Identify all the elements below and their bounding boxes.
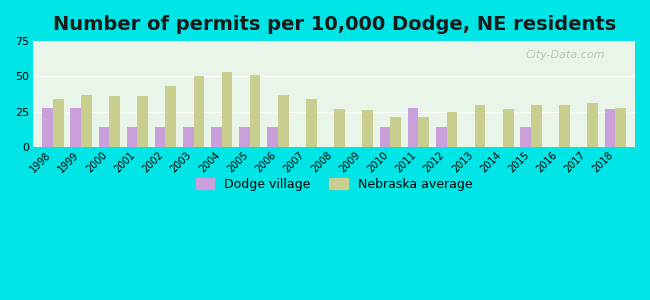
Bar (587, 103, 598, 147)
Bar (239, 127, 250, 147)
Bar (419, 117, 429, 147)
Bar (604, 109, 616, 147)
Title: Number of permits per 10,000 Dodge, NE residents: Number of permits per 10,000 Dodge, NE r… (53, 15, 616, 34)
Bar (267, 127, 278, 147)
Bar (531, 105, 541, 147)
Bar (436, 127, 447, 147)
Bar (194, 76, 204, 147)
Bar (183, 127, 194, 147)
Legend: Dodge village, Nebraska average: Dodge village, Nebraska average (190, 173, 478, 196)
Bar (380, 127, 391, 147)
Bar (278, 95, 289, 147)
Bar (250, 75, 261, 147)
Bar (222, 72, 232, 147)
Bar (53, 99, 64, 147)
Bar (391, 117, 401, 147)
Bar (503, 109, 514, 147)
Bar (362, 110, 373, 147)
Bar (447, 112, 458, 147)
Text: City-Data.com: City-Data.com (525, 50, 605, 60)
Bar (137, 96, 148, 147)
Bar (520, 127, 531, 147)
Bar (99, 127, 109, 147)
Bar (70, 107, 81, 147)
Bar (155, 127, 166, 147)
Bar (474, 105, 486, 147)
Bar (306, 99, 317, 147)
Bar (408, 107, 419, 147)
Bar (81, 95, 92, 147)
Bar (559, 105, 570, 147)
Bar (616, 107, 626, 147)
Bar (109, 96, 120, 147)
Bar (166, 86, 176, 147)
Bar (211, 127, 222, 147)
Bar (334, 109, 345, 147)
Bar (127, 127, 137, 147)
Bar (42, 107, 53, 147)
